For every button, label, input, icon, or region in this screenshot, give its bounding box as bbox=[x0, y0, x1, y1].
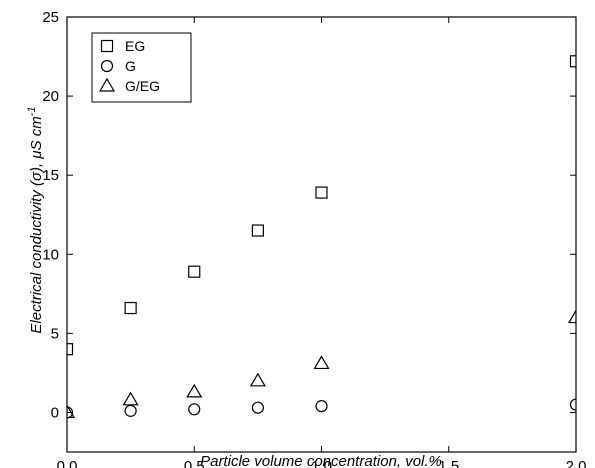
data-point-g bbox=[251, 401, 264, 414]
x-tick-label: 0.0 bbox=[57, 458, 78, 468]
legend-marker bbox=[100, 59, 114, 73]
data-point-eg bbox=[315, 186, 328, 199]
y-tick-label: 5 bbox=[51, 325, 59, 342]
x-tick-label: 0.5 bbox=[184, 458, 205, 468]
data-point-eg bbox=[251, 224, 264, 237]
y-axis-label-mu: μ bbox=[28, 150, 45, 159]
data-point-g-eg bbox=[249, 372, 266, 387]
axis-ticks: 0.0 0.5 1.0 1.5 2.0 0 5 10 15 20 25 bbox=[42, 9, 586, 468]
data-points bbox=[67, 55, 576, 419]
data-point-g bbox=[188, 403, 201, 416]
y-tick-label: 15 bbox=[42, 167, 59, 184]
y-axis-label-sigma: σ bbox=[28, 171, 45, 181]
data-point-eg bbox=[188, 265, 201, 278]
legend-label: G bbox=[125, 58, 136, 74]
y-axis-label-prefix: Electrical conductivity ( bbox=[28, 179, 45, 334]
data-point-eg bbox=[67, 343, 74, 356]
y-axis-label: Electrical conductivity (σ), μS cm-1 bbox=[26, 106, 45, 333]
data-point-g-eg bbox=[67, 404, 76, 419]
legend: EG G G/EG bbox=[91, 32, 192, 103]
y-tick-label: 25 bbox=[42, 9, 59, 26]
y-axis-label-exponent: -1 bbox=[26, 106, 38, 116]
y-axis-label-mid: ), bbox=[28, 159, 45, 174]
x-tick-label: 2.0 bbox=[566, 458, 587, 468]
x-tick-label: 1.5 bbox=[438, 458, 459, 468]
legend-marker bbox=[100, 39, 114, 53]
legend-box bbox=[91, 32, 192, 103]
data-point-g-eg bbox=[122, 391, 139, 406]
data-point-eg bbox=[569, 55, 576, 68]
data-point-g bbox=[67, 406, 74, 419]
legend-label: G/EG bbox=[125, 78, 160, 94]
data-point-eg bbox=[124, 301, 137, 315]
y-tick-label: 10 bbox=[42, 246, 59, 263]
data-point-g bbox=[124, 404, 137, 417]
data-point-g bbox=[315, 400, 328, 413]
legend-label: EG bbox=[125, 38, 145, 54]
data-point-g-eg bbox=[186, 383, 203, 398]
x-axis-label: Particle volume concentration, vol.% bbox=[200, 453, 442, 468]
data-point-g bbox=[569, 398, 576, 411]
y-tick-label: 20 bbox=[42, 88, 59, 105]
legend-marker bbox=[98, 77, 116, 92]
data-point-g-eg bbox=[313, 355, 330, 370]
y-axis-label-unit: S cm bbox=[28, 116, 45, 150]
x-tick-label: 1.0 bbox=[311, 458, 332, 468]
data-point-g-eg bbox=[567, 309, 576, 324]
y-tick-label: 0 bbox=[51, 404, 59, 421]
